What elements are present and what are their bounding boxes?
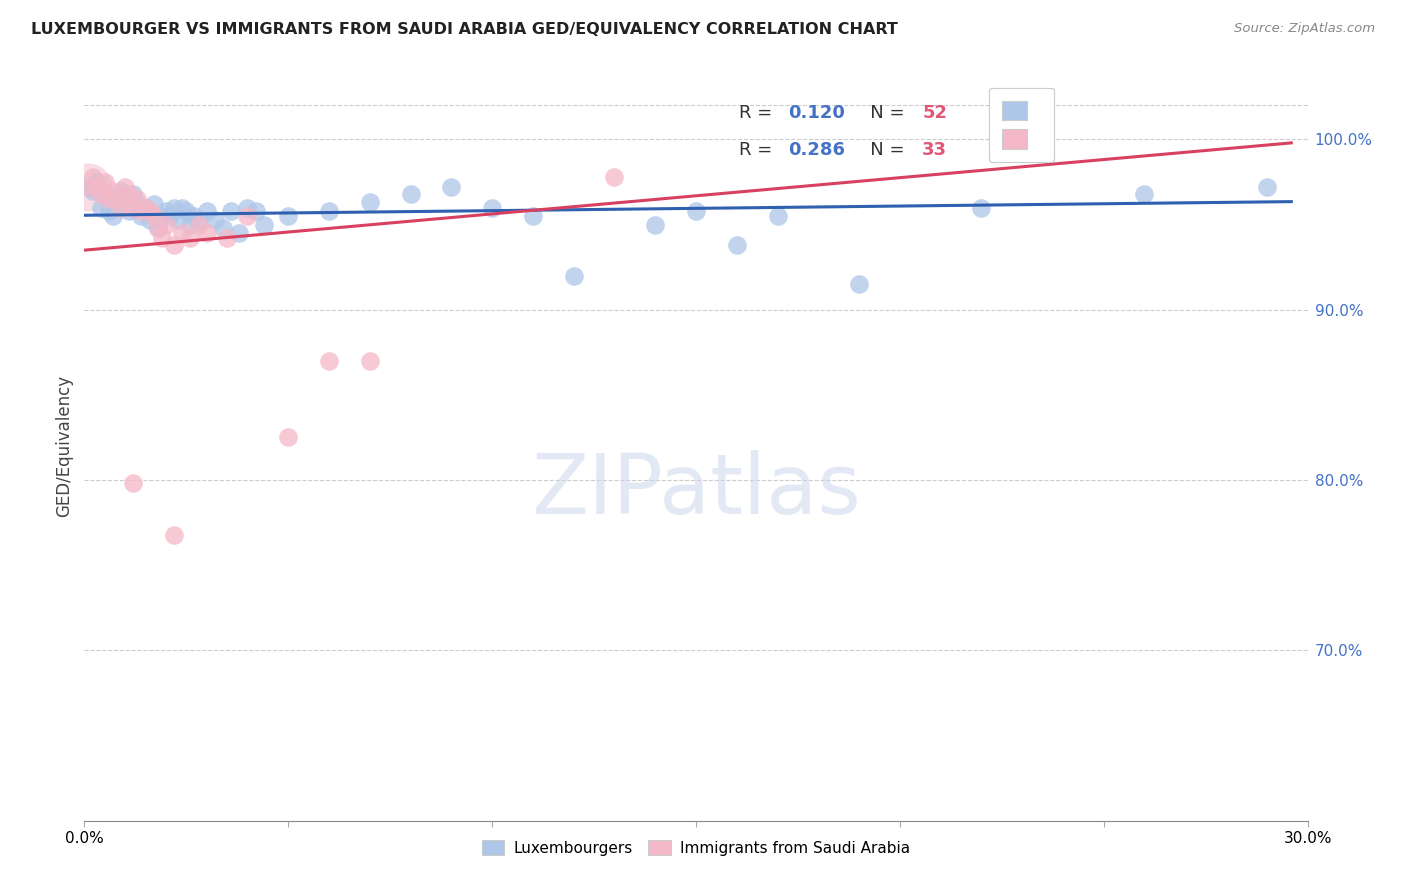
Point bbox=[142, 209, 165, 223]
Text: N =: N = bbox=[852, 141, 910, 159]
Point bbox=[195, 226, 218, 240]
Point bbox=[183, 209, 205, 223]
Point bbox=[101, 184, 124, 198]
Point bbox=[110, 201, 132, 215]
Text: R =: R = bbox=[738, 103, 778, 121]
Point bbox=[86, 175, 108, 189]
Point bbox=[359, 195, 381, 210]
Point bbox=[122, 201, 145, 215]
Point bbox=[77, 180, 100, 194]
Point bbox=[228, 226, 250, 240]
Point bbox=[131, 204, 153, 219]
Text: LUXEMBOURGER VS IMMIGRANTS FROM SAUDI ARABIA GED/EQUIVALENCY CORRELATION CHART: LUXEMBOURGER VS IMMIGRANTS FROM SAUDI AR… bbox=[31, 22, 898, 37]
Point bbox=[167, 212, 190, 227]
Point bbox=[1133, 186, 1156, 201]
Point bbox=[562, 268, 585, 283]
Point bbox=[150, 209, 173, 223]
Point bbox=[204, 212, 226, 227]
Point bbox=[195, 204, 218, 219]
Point bbox=[179, 231, 201, 245]
Point bbox=[163, 238, 186, 252]
Point bbox=[77, 180, 100, 194]
Point bbox=[131, 209, 153, 223]
Point bbox=[766, 209, 789, 223]
Point bbox=[644, 218, 666, 232]
Point bbox=[440, 180, 463, 194]
Text: N =: N = bbox=[852, 103, 910, 121]
Point bbox=[187, 214, 209, 228]
Text: R =: R = bbox=[738, 141, 778, 159]
Point bbox=[172, 201, 194, 215]
Point bbox=[1256, 180, 1278, 194]
Point bbox=[603, 169, 626, 184]
Point bbox=[138, 212, 160, 227]
Point bbox=[118, 204, 141, 219]
Point bbox=[685, 204, 707, 219]
Point bbox=[82, 169, 104, 184]
Point bbox=[172, 226, 194, 240]
Text: ZIPatlas: ZIPatlas bbox=[531, 450, 860, 532]
Point bbox=[179, 218, 201, 232]
Point bbox=[77, 180, 100, 194]
Point bbox=[277, 430, 299, 444]
Text: Source: ZipAtlas.com: Source: ZipAtlas.com bbox=[1234, 22, 1375, 36]
Point bbox=[90, 186, 112, 201]
Point bbox=[138, 204, 160, 219]
Y-axis label: GED/Equivalency: GED/Equivalency bbox=[55, 375, 73, 517]
Point bbox=[155, 204, 177, 219]
Point bbox=[318, 204, 340, 219]
Point bbox=[110, 184, 132, 198]
Text: 33: 33 bbox=[922, 141, 948, 159]
Point bbox=[163, 527, 186, 541]
Point bbox=[82, 184, 104, 198]
Text: 0.120: 0.120 bbox=[787, 103, 845, 121]
Point bbox=[155, 218, 177, 232]
Point bbox=[105, 195, 128, 210]
Point bbox=[277, 209, 299, 223]
Point bbox=[399, 186, 422, 201]
Point bbox=[146, 221, 169, 235]
Point bbox=[163, 201, 186, 215]
Point bbox=[236, 209, 259, 223]
Point bbox=[114, 192, 136, 206]
Point bbox=[359, 354, 381, 368]
Point bbox=[725, 238, 748, 252]
Point bbox=[253, 218, 276, 232]
Point bbox=[174, 204, 197, 219]
Point bbox=[219, 204, 242, 219]
Point bbox=[522, 209, 544, 223]
Point bbox=[101, 209, 124, 223]
Point bbox=[135, 201, 157, 215]
Point bbox=[135, 201, 157, 215]
Point bbox=[97, 192, 120, 206]
Point bbox=[118, 186, 141, 201]
Point bbox=[127, 197, 149, 211]
Point bbox=[187, 218, 209, 232]
Point bbox=[122, 186, 145, 201]
Point bbox=[146, 221, 169, 235]
Point bbox=[848, 277, 870, 292]
Point bbox=[90, 201, 112, 215]
Point bbox=[318, 354, 340, 368]
Point bbox=[93, 186, 115, 201]
Point bbox=[93, 175, 115, 189]
Point bbox=[217, 231, 239, 245]
Point bbox=[481, 201, 503, 215]
Text: 0.286: 0.286 bbox=[787, 141, 845, 159]
Point bbox=[150, 231, 173, 245]
Point bbox=[245, 204, 267, 219]
Point bbox=[970, 201, 993, 215]
Point bbox=[97, 204, 120, 219]
Point bbox=[114, 180, 136, 194]
Point bbox=[236, 201, 259, 215]
Point bbox=[122, 476, 145, 491]
Point bbox=[86, 180, 108, 194]
Point bbox=[159, 209, 181, 223]
Point bbox=[127, 192, 149, 206]
Point bbox=[105, 192, 128, 206]
Legend: Luxembourgers, Immigrants from Saudi Arabia: Luxembourgers, Immigrants from Saudi Ara… bbox=[475, 833, 917, 862]
Point bbox=[142, 197, 165, 211]
Point bbox=[212, 221, 235, 235]
Text: 52: 52 bbox=[922, 103, 948, 121]
